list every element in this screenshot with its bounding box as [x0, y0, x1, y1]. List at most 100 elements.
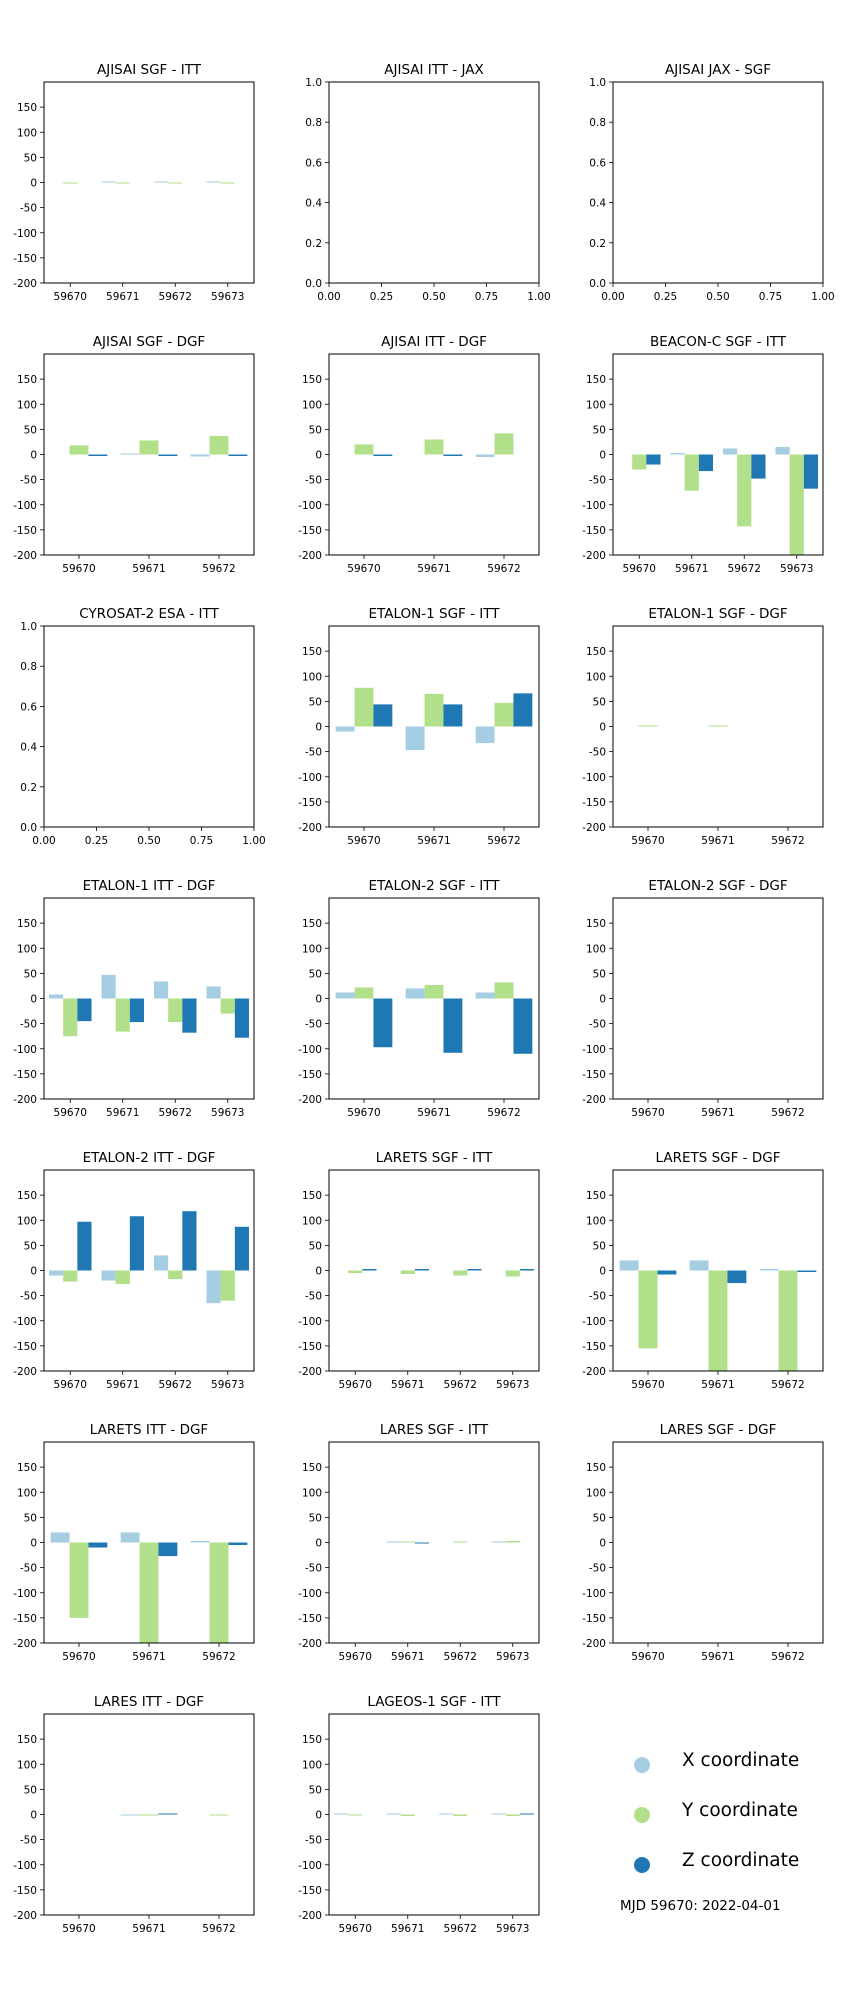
- bar-x-coordinate-59670: [48, 994, 64, 999]
- x-tick-label: 59673: [211, 1107, 244, 1119]
- y-tick-label: -150: [13, 1069, 37, 1081]
- bar-y-coordinate-59672: [209, 1814, 229, 1816]
- x-tick-label: 59670: [62, 563, 95, 575]
- y-tick-label: 100: [586, 1215, 606, 1227]
- x-tick-label: 59672: [202, 563, 235, 575]
- bars: [333, 1813, 535, 1817]
- y-tick-label: 100: [17, 943, 37, 955]
- legend-label-y: Y coordinate: [682, 1800, 798, 1821]
- x-tick-label: 0.00: [317, 291, 340, 303]
- bar-x-coordinate-59670: [50, 1532, 70, 1543]
- y-tick-label: 50: [24, 968, 37, 980]
- y-tick-label: -100: [13, 1588, 37, 1600]
- x-tick-label: 59673: [496, 1379, 529, 1391]
- bar-x-coordinate-59672: [153, 181, 169, 183]
- x-tick-label: 59672: [159, 1107, 192, 1119]
- y-tick-label: -50: [305, 1835, 322, 1847]
- bars: [348, 1268, 535, 1277]
- bar-x-coordinate-59672: [190, 1540, 210, 1543]
- x-tick-label: 59672: [771, 1107, 804, 1119]
- y-tick-label: 50: [593, 1512, 606, 1524]
- axes-frame: [328, 353, 540, 556]
- y-tick-label: 0.2: [589, 238, 606, 250]
- bar-z-coordinate-59672: [182, 1211, 197, 1271]
- y-tick-label: -50: [305, 475, 322, 487]
- x-tick-label: 59672: [159, 291, 192, 303]
- y-tick-label: -200: [582, 1638, 606, 1650]
- bar-x-coordinate-59670: [333, 1813, 349, 1815]
- chart-title: AJISAI SGF - DGF: [93, 334, 205, 350]
- y-tick-label: 150: [302, 1462, 322, 1474]
- axes-frame: [328, 897, 540, 1100]
- bars: [335, 982, 533, 1054]
- y-tick-label: 150: [302, 646, 322, 658]
- bars: [619, 1260, 817, 1371]
- y-tick-label: 0.0: [589, 278, 606, 290]
- y-tick-label: -200: [582, 550, 606, 562]
- bar-y-coordinate-59671: [139, 1542, 159, 1643]
- x-tick-label: 59671: [132, 1923, 165, 1935]
- bar-y-coordinate-59670: [69, 1542, 89, 1618]
- y-tick-label: 150: [586, 1190, 606, 1202]
- y-tick-label: 100: [586, 1487, 606, 1499]
- bar-z-coordinate-59671: [129, 998, 145, 1023]
- x-tick-label: 1.00: [242, 835, 265, 847]
- axes-frame: [612, 1169, 824, 1372]
- bar-x-coordinate-59673: [775, 446, 790, 455]
- y-tick-label: 0.0: [305, 278, 322, 290]
- bar-z-coordinate-59671: [698, 454, 714, 472]
- y-tick-label: -100: [13, 1860, 37, 1872]
- bar-z-coordinate-59671: [158, 1813, 178, 1815]
- x-tick-label: 0.75: [759, 291, 782, 303]
- axes-frame: [612, 353, 824, 556]
- bar-x-coordinate-59671: [670, 452, 685, 455]
- y-tick-label: -50: [20, 203, 37, 215]
- y-tick-label: 100: [302, 1215, 322, 1227]
- bar-y-coordinate-59670: [638, 725, 658, 727]
- chart-title: CYROSAT-2 ESA - ITT: [79, 606, 219, 622]
- x-tick-label: 59672: [771, 1651, 804, 1663]
- bar-y-coordinate-59670: [63, 998, 78, 1037]
- bar-y-coordinate-59671: [115, 182, 130, 184]
- bar-z-coordinate-59672: [513, 693, 533, 727]
- y-tick-label: 50: [309, 968, 322, 980]
- axes-frame: [328, 1169, 540, 1372]
- bar-x-coordinate-59673: [491, 1541, 506, 1543]
- bar-z-coordinate-59670: [657, 1270, 677, 1275]
- bar-z-coordinate-59671: [443, 704, 463, 727]
- axes-frame: [612, 625, 824, 828]
- y-tick-label: 150: [17, 1734, 37, 1746]
- y-tick-label: 1.0: [589, 77, 606, 89]
- bar-y-coordinate-59672: [168, 1270, 183, 1280]
- y-tick-label: 0: [599, 1266, 606, 1278]
- y-tick-label: 0: [599, 994, 606, 1006]
- bar-z-coordinate-59671: [129, 1216, 145, 1271]
- bar-x-coordinate-59671: [120, 1532, 140, 1543]
- axes-frame: [43, 1441, 255, 1644]
- bar-x-coordinate-59671: [120, 453, 140, 455]
- bar-y-coordinate-59671: [708, 1270, 728, 1371]
- x-tick-label: 59671: [701, 1651, 734, 1663]
- y-tick-label: -50: [305, 1019, 322, 1031]
- x-tick-label: 59671: [417, 563, 450, 575]
- x-tick-label: 59670: [54, 1107, 87, 1119]
- axes-frame: [612, 897, 824, 1100]
- x-tick-label: 59670: [623, 563, 656, 575]
- axes-frame: [328, 1441, 540, 1644]
- x-tick-label: 1.00: [527, 291, 550, 303]
- y-tick-label: 0.0: [20, 822, 37, 834]
- axes-frame: [612, 1441, 824, 1644]
- y-tick-label: -200: [298, 822, 322, 834]
- bar-y-coordinate-59670: [69, 445, 89, 455]
- bar-y-coordinate-59670: [63, 1270, 78, 1282]
- y-tick-label: 0.8: [305, 117, 322, 129]
- bars: [48, 1211, 250, 1304]
- y-tick-label: -100: [298, 500, 322, 512]
- bar-y-coordinate-59671: [115, 998, 130, 1032]
- bar-y-coordinate-59670: [354, 444, 374, 455]
- x-tick-label: 1.00: [811, 291, 834, 303]
